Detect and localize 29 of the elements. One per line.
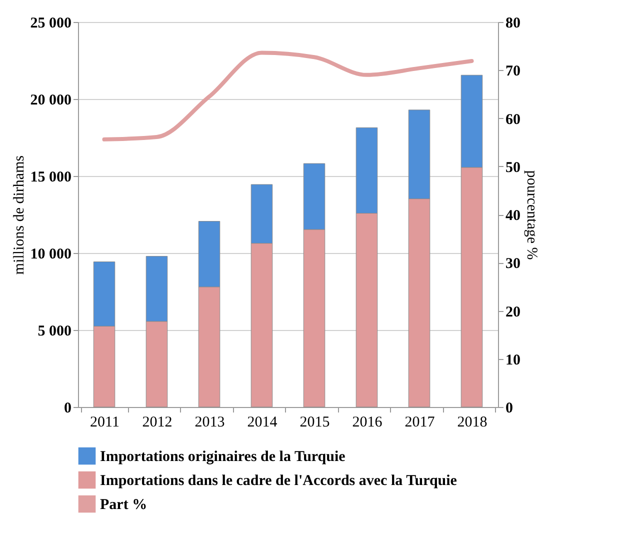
legend-label: Importations originaires de la Turquie: [100, 449, 346, 465]
y-tick-label: 10 000: [30, 246, 72, 262]
x-tick-label: 2012: [142, 414, 172, 430]
y-tick-label: 0: [64, 400, 72, 416]
y2-tick-label: 10: [506, 352, 520, 368]
y2-tick-label: 0: [506, 400, 513, 416]
legend-label: Part %: [100, 497, 148, 513]
y-tick-label: 25 000: [30, 16, 72, 32]
y2-tick-label: 70: [506, 64, 520, 80]
x-tick-label: 2018: [457, 414, 488, 430]
line-series: [102, 50, 474, 142]
x-tick-label: 2017: [404, 414, 436, 430]
y-tick-label: 15 000: [30, 170, 72, 186]
x-tick-label: 2016: [352, 414, 383, 430]
y2-tick-label: 50: [506, 160, 520, 176]
x-tick-label: 2015: [300, 414, 330, 430]
y-tick-label: 20 000: [30, 92, 72, 108]
y2-tick-label: 20: [506, 304, 520, 320]
y-axis-title: millions de dirhams: [11, 155, 28, 275]
y2-tick-label: 60: [506, 112, 520, 128]
x-tick-label: 2013: [194, 414, 225, 430]
y-tick-label: 5 000: [38, 324, 72, 340]
y2-tick-label: 80: [506, 16, 520, 32]
legend-label: Importations dans le cadre de l'Accords avec la Turquie: [100, 473, 458, 489]
y2-tick-label: 30: [506, 256, 520, 272]
x-tick-label: 2011: [90, 414, 120, 430]
x-tick-label: 2014: [247, 414, 278, 430]
y2-axis-title: pourcentage %: [524, 170, 540, 260]
y2-tick-label: 40: [506, 208, 520, 224]
